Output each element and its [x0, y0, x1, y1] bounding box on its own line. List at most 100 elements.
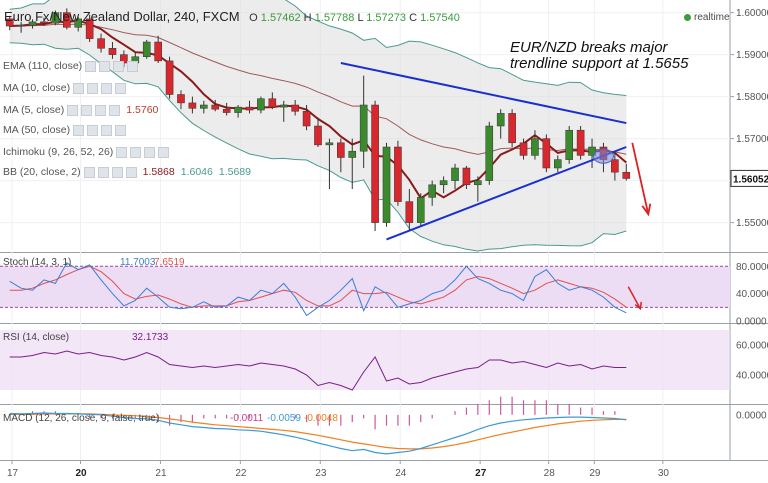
- indicator-label: EMA (110, close): [3, 60, 83, 72]
- settings-icon[interactable]: [130, 146, 142, 158]
- high-label: H: [303, 12, 312, 24]
- time-tick-label: 27: [475, 468, 487, 479]
- macd-value: -0.0059: [267, 413, 301, 424]
- candle-body: [542, 138, 551, 169]
- indicator-row[interactable]: EMA (110, close): [3, 60, 139, 72]
- candle-body: [142, 41, 151, 57]
- candle-body: [622, 171, 631, 179]
- time-tick-label: 23: [315, 468, 327, 479]
- eye-icon[interactable]: [73, 124, 85, 136]
- rsi-title: RSI (14, close): [3, 332, 69, 343]
- settings-icon[interactable]: [87, 82, 99, 94]
- last-price-label: 1.56052: [733, 174, 768, 185]
- close-value: 1.57540: [420, 12, 460, 24]
- close-icon[interactable]: [158, 146, 170, 158]
- settings-icon[interactable]: [97, 166, 109, 178]
- time-tick-label: 22: [235, 468, 247, 479]
- plus-icon[interactable]: [101, 124, 113, 136]
- indicator-row[interactable]: MA (5, close) 1.5760: [3, 104, 158, 116]
- candle-body: [51, 12, 60, 24]
- candle-body: [74, 18, 83, 28]
- indicator-label: MA (5, close): [3, 104, 65, 116]
- price-tick-label: 1.57000: [736, 134, 768, 145]
- high-value: 1.57788: [314, 12, 355, 24]
- candle-body: [314, 125, 322, 146]
- candle-body: [382, 146, 391, 223]
- candle-body: [234, 106, 242, 113]
- stoch-tick-label: 80.0000: [736, 262, 768, 273]
- macd-title: MACD (12, 26, close, 9, false, true): [3, 413, 159, 424]
- eye-icon[interactable]: [83, 166, 95, 178]
- close-icon[interactable]: [109, 104, 121, 116]
- macd-signal-value: -0.0048: [304, 413, 338, 424]
- candle-body: [519, 142, 528, 156]
- indicator-row[interactable]: BB (20, close, 2) 1.5868 1.6046 1.5689: [3, 166, 251, 178]
- candle-body: [371, 104, 379, 223]
- eye-icon[interactable]: [85, 60, 97, 72]
- stoch-arrow: [627, 286, 641, 310]
- macd-hist-value: -0.0011: [230, 413, 264, 424]
- candle-body: [165, 60, 174, 95]
- candle-body: [97, 38, 105, 49]
- trendline-resistance: [340, 62, 627, 125]
- eye-icon[interactable]: [116, 146, 128, 158]
- settings-icon[interactable]: [99, 60, 111, 72]
- plus-icon[interactable]: [111, 166, 123, 178]
- stoch-title: Stoch (14, 3, 1): [3, 257, 71, 268]
- indicator-row[interactable]: Ichimoku (9, 26, 52, 26): [3, 146, 170, 158]
- indicator-row[interactable]: MA (50, close): [3, 124, 127, 136]
- candle-body: [5, 18, 14, 27]
- indicator-value: 1.5868: [142, 166, 175, 178]
- indicator-value: 1.5760: [126, 104, 159, 116]
- plus-icon[interactable]: [144, 146, 156, 158]
- chart-header: Euro Fx/New Zealand Dollar, 240, FXCM O …: [4, 9, 460, 24]
- close-icon[interactable]: [115, 124, 127, 136]
- plus-icon[interactable]: [113, 60, 125, 72]
- candle-body: [17, 24, 25, 27]
- macd-signal-line: [9, 413, 627, 450]
- settings-icon[interactable]: [81, 104, 93, 116]
- stoch-d-line: [9, 265, 627, 308]
- rsi-tick-label: 60.0000: [736, 341, 768, 352]
- indicator-label: Ichimoku (9, 26, 52, 26): [3, 146, 114, 158]
- settings-icon[interactable]: [87, 124, 99, 136]
- candle-body: [416, 197, 425, 223]
- close-icon[interactable]: [127, 60, 139, 72]
- candle-body: [108, 48, 117, 55]
- candle-body: [508, 113, 516, 144]
- open-label: O: [249, 12, 258, 24]
- open-value: 1.57462: [260, 12, 301, 24]
- symbol-title[interactable]: Euro Fx/New Zealand Dollar, 240, FXCM: [4, 9, 240, 24]
- candle-body: [63, 12, 71, 28]
- eye-icon[interactable]: [67, 104, 79, 116]
- rsi-line: [9, 350, 627, 391]
- breakdown-arrowhead: [641, 203, 652, 217]
- candle-body: [496, 113, 505, 127]
- candle-body: [245, 106, 254, 111]
- candle-body: [451, 167, 459, 181]
- candle-body: [405, 201, 414, 223]
- candle-body: [222, 108, 231, 113]
- price-tick-label: 1.59000: [736, 50, 768, 61]
- indicator-label: BB (20, close, 2): [3, 166, 81, 178]
- candle-body: [188, 102, 197, 109]
- trendline-support: [386, 146, 627, 241]
- plus-icon[interactable]: [101, 82, 113, 94]
- candle-body: [325, 142, 334, 146]
- bollinger-lower-line: [9, 42, 627, 252]
- chart-annotation: EUR/NZD breaks major trendline support a…: [510, 40, 688, 72]
- candle-body: [439, 180, 448, 186]
- stoch-k-line: [9, 262, 627, 317]
- eye-icon[interactable]: [73, 82, 85, 94]
- annotation-line-1: EUR/NZD breaks major: [510, 39, 668, 56]
- candle-body: [462, 167, 471, 186]
- plus-icon[interactable]: [95, 104, 107, 116]
- close-icon[interactable]: [115, 82, 127, 94]
- candle-body: [28, 21, 37, 26]
- close-icon[interactable]: [125, 166, 137, 178]
- indicator-row[interactable]: MA (10, close): [3, 82, 127, 94]
- candle-body: [40, 21, 48, 24]
- breakdown-arrow: [631, 142, 650, 215]
- time-tick-label: 29: [589, 468, 601, 479]
- indicator-value: 1.6046: [180, 166, 213, 178]
